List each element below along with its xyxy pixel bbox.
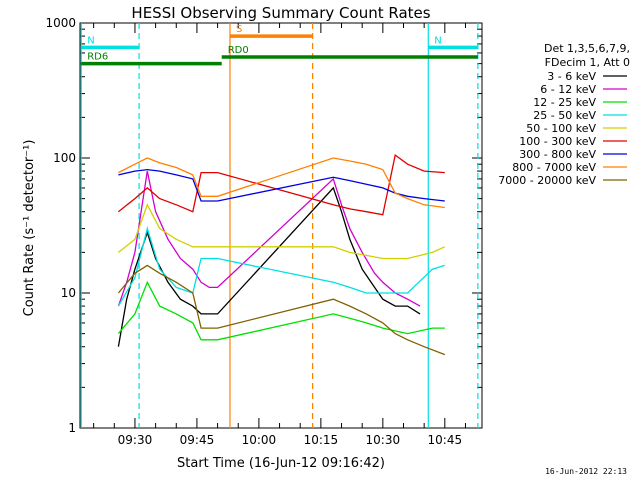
flag-label: RD6 xyxy=(87,52,108,63)
series-line xyxy=(117,170,421,307)
series-line xyxy=(117,280,445,341)
series-line xyxy=(117,226,445,307)
legend-entry: 3 - 6 keV xyxy=(547,70,596,83)
y-tick-label: 1 xyxy=(68,421,76,435)
legend-entry: 12 - 25 keV xyxy=(533,96,596,109)
legend-header-line-1: Det 1,3,5,6,7,9, xyxy=(544,42,630,55)
flag-label: N xyxy=(434,35,441,46)
series-line xyxy=(118,168,445,202)
legend: Det 1,3,5,6,7,9, FDecim 1, Att 0 3 - 6 k… xyxy=(498,42,630,187)
x-tick-label: 10:00 xyxy=(242,433,277,447)
legend-header-line-2: FDecim 1, Att 0 xyxy=(545,56,630,69)
x-tick-label: 09:30 xyxy=(118,433,153,447)
legend-entry: 6 - 12 keV xyxy=(540,83,596,96)
generated-timestamp: 16-Jun-2012 22:13 xyxy=(545,467,627,476)
series-line xyxy=(117,153,445,216)
x-tick-label: 10:15 xyxy=(304,433,339,447)
plot-area: 1 10 100 1000 09:30 09:45 10:00 10:15 10:30 10:45… xyxy=(45,16,483,447)
legend-entry: 25 - 50 keV xyxy=(533,109,596,122)
plot-frame xyxy=(79,22,483,429)
y-tick-label: 1000 xyxy=(45,16,76,30)
flag-label: S xyxy=(236,24,242,35)
chart-title: HESSI Observing Summary Count Rates xyxy=(131,4,430,22)
y-axis-label: Count Rate (s⁻¹ detector⁻¹) xyxy=(22,140,37,317)
series-line xyxy=(117,203,446,260)
legend-entry: 7000 - 20000 keV xyxy=(498,174,596,187)
legend-entry: 100 - 300 keV xyxy=(519,135,596,148)
y-tick-label: 100 xyxy=(53,151,76,165)
x-tick-label: 10:45 xyxy=(428,433,463,447)
flag-label: RD0 xyxy=(228,45,249,56)
legend-entry: 300 - 800 keV xyxy=(519,148,596,161)
y-tick-label: 10 xyxy=(61,286,76,300)
series-line xyxy=(117,186,421,347)
series-line xyxy=(117,264,446,356)
x-axis-label: Start Time (16-Jun-12 09:16:42) xyxy=(177,456,385,471)
x-tick-label: 09:45 xyxy=(180,433,215,447)
flag-label: N xyxy=(87,35,94,46)
legend-entry: 800 - 7000 keV xyxy=(512,161,596,174)
x-tick-label: 10:30 xyxy=(366,433,401,447)
legend-entry: 50 - 100 keV xyxy=(526,122,596,135)
series-line xyxy=(118,157,445,209)
